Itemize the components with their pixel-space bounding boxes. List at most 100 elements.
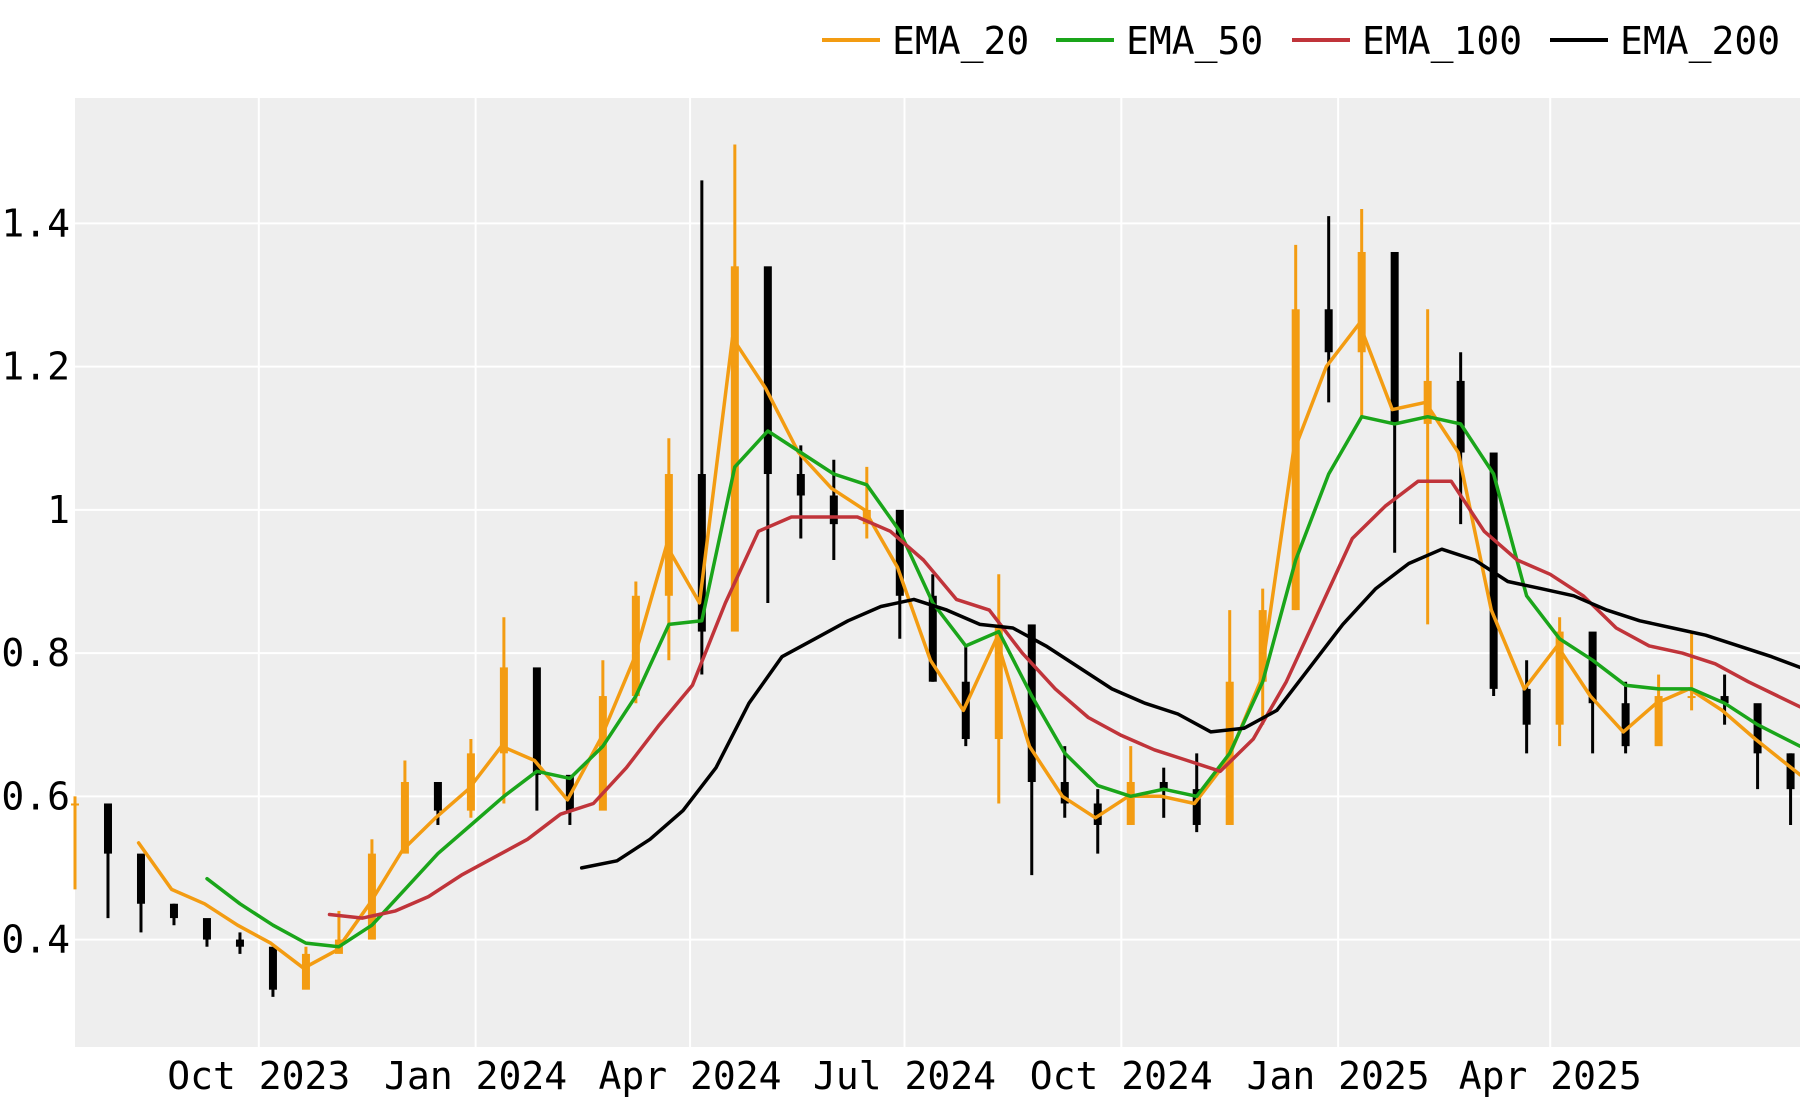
price-candle xyxy=(1390,251,1399,553)
legend: EMA_20 EMA_50 EMA_100 EMA_200 xyxy=(822,19,1780,64)
price-candle xyxy=(829,459,838,560)
x-tick-label: Apr 2025 xyxy=(1459,1054,1642,1098)
price-candle xyxy=(499,617,508,804)
candle-body xyxy=(1456,380,1465,453)
candle-body xyxy=(796,474,805,496)
price-candle xyxy=(202,918,211,947)
price-candle xyxy=(730,144,739,632)
candle-body xyxy=(730,266,739,632)
candle-body xyxy=(1159,781,1168,790)
candle-body xyxy=(499,667,508,754)
candle-body xyxy=(103,803,112,854)
series-line-ema-20 xyxy=(136,321,1800,970)
price-candle xyxy=(1291,244,1300,611)
candle-body xyxy=(763,266,772,475)
candle-body xyxy=(400,781,409,854)
series-line-ema-200 xyxy=(579,547,1800,870)
candle-body xyxy=(367,853,376,940)
candle-body xyxy=(1687,696,1696,699)
price-candle xyxy=(1027,624,1036,876)
price-candle xyxy=(1621,681,1630,754)
candle-body xyxy=(961,681,970,740)
price-candle xyxy=(1159,767,1168,818)
candle-body xyxy=(1555,631,1564,725)
legend-label: EMA_50 xyxy=(1126,19,1263,64)
y-tick-label: 0.8 xyxy=(1,631,70,675)
candle-body xyxy=(202,918,211,940)
price-candle xyxy=(994,574,1003,804)
candle-body xyxy=(1027,624,1036,782)
price-candle xyxy=(367,839,376,940)
candle-body xyxy=(1258,610,1267,682)
legend-item: EMA_100 xyxy=(1292,19,1522,64)
candle-body xyxy=(169,903,178,919)
candle-body xyxy=(697,474,706,632)
price-candle xyxy=(301,946,310,990)
y-tick-label: 0.4 xyxy=(1,918,70,962)
x-tick-label: Jan 2024 xyxy=(384,1054,567,1098)
candle-body xyxy=(301,953,310,990)
price-candle xyxy=(136,853,145,933)
price-candle xyxy=(961,645,970,747)
candle-body xyxy=(1126,781,1135,825)
candle-body xyxy=(1291,309,1300,611)
price-candle xyxy=(1720,674,1729,725)
price-candle xyxy=(400,760,409,854)
candle-body xyxy=(994,624,1003,740)
price-candle xyxy=(895,509,904,639)
candle-body xyxy=(1522,688,1531,725)
x-axis-ticks: Oct 2023 Jan 2024 Apr 2024 Jul 2024 Oct 2024… xyxy=(167,1054,1641,1098)
candle-body xyxy=(928,595,937,682)
candle-body xyxy=(1720,696,1729,704)
candle-body xyxy=(664,474,673,596)
candle-body xyxy=(235,939,244,947)
candle-body xyxy=(1390,251,1399,424)
candle-body xyxy=(895,509,904,596)
legend-item: EMA_50 xyxy=(1056,19,1263,64)
price-candle xyxy=(763,266,772,603)
price-candle xyxy=(71,796,79,890)
legend-item: EMA_200 xyxy=(1550,19,1780,64)
legend-label: EMA_200 xyxy=(1620,19,1780,64)
price-candle xyxy=(1687,631,1696,711)
candle-body xyxy=(1192,789,1201,825)
candle-body xyxy=(829,495,838,525)
candle-body xyxy=(1060,781,1069,804)
x-tick-label: Apr 2024 xyxy=(599,1054,782,1098)
price-candle xyxy=(1324,216,1333,403)
candle-body xyxy=(1357,251,1366,353)
candle-body xyxy=(466,753,475,811)
y-tick-label: 1.4 xyxy=(1,201,70,245)
plot-background xyxy=(75,98,1800,1047)
price-candle xyxy=(235,932,244,954)
x-tick-label: Oct 2023 xyxy=(167,1054,350,1098)
series-line-ema-100 xyxy=(327,479,1800,920)
price-candle xyxy=(103,803,112,919)
y-axis-ticks: 0.4 0.6 0.8 1 1.2 1.4 xyxy=(1,201,70,961)
candle-body xyxy=(1654,696,1663,747)
price-candle xyxy=(796,445,805,539)
ema-series xyxy=(136,321,1800,970)
candle-body xyxy=(71,803,79,806)
price-candle xyxy=(268,946,277,997)
series-line-ema-50 xyxy=(205,414,1800,949)
legend-label: EMA_20 xyxy=(892,19,1029,64)
candle-body xyxy=(1588,631,1597,704)
candle-body xyxy=(1621,703,1630,747)
price-candle xyxy=(169,903,178,926)
legend-item: EMA_20 xyxy=(822,19,1029,64)
candle-body xyxy=(136,853,145,904)
candle-body xyxy=(268,946,277,990)
y-tick-label: 0.6 xyxy=(1,774,70,818)
candle-body xyxy=(1753,703,1762,754)
candle-body xyxy=(433,781,442,811)
price-candle xyxy=(1522,660,1531,754)
x-tick-label: Oct 2024 xyxy=(1030,1054,1213,1098)
price-candle xyxy=(1126,746,1135,825)
y-tick-label: 1 xyxy=(47,488,70,532)
price-candle xyxy=(1357,209,1366,417)
price-candle xyxy=(598,660,607,811)
candle-body xyxy=(1786,753,1795,790)
price-candle xyxy=(1192,753,1201,833)
